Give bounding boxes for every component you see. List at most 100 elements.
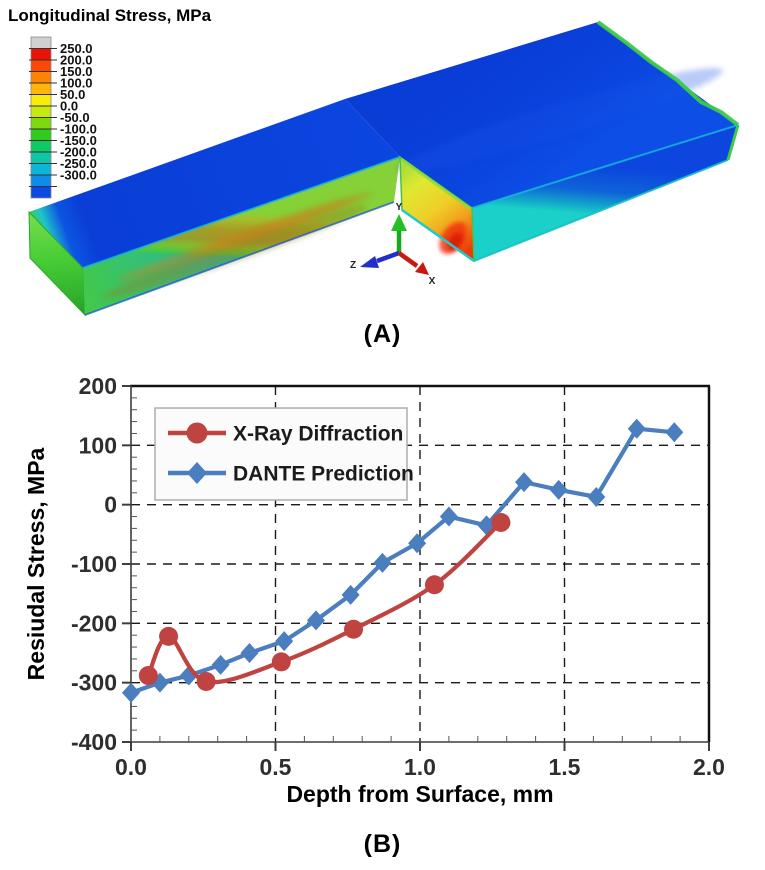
data-point-dante-prediction: [408, 533, 427, 554]
fea-contour-panel: Longitudinal Stress, MPa 250.0200.0150.0…: [8, 6, 740, 317]
data-point-x-ray-diffraction: [344, 619, 364, 639]
contour-legend-chip: [31, 186, 51, 198]
axis-triad: Y Z X: [350, 202, 436, 287]
right-front-bottom-edge: [473, 159, 729, 262]
x-axis-arrow: [397, 251, 419, 268]
legend-marker-x-ray-diffraction: [186, 422, 208, 444]
data-point-x-ray-diffraction: [196, 671, 216, 691]
right-end-green-edge: [596, 20, 740, 127]
contour-legend-value: -100.0: [60, 122, 97, 137]
right-top-light-band: [397, 67, 723, 173]
right-front-top-edge-highlight: [471, 124, 739, 209]
z-axis-arrow: [376, 250, 400, 264]
contour-legend-value: -50.0: [60, 110, 90, 125]
data-point-dante-prediction: [627, 418, 646, 439]
contour-legend-chip: [31, 140, 51, 152]
contour-legend-chip: [31, 94, 51, 106]
cut-face-hot-core: [447, 233, 463, 251]
y-tick-label: 100: [79, 432, 117, 458]
y-axis-arrowhead: [391, 214, 407, 231]
contour-legend-chip: [31, 117, 51, 129]
left-bar-top-face: [29, 99, 400, 268]
data-point-dante-prediction: [665, 422, 684, 443]
z-axis-arrowhead: [360, 256, 379, 268]
legend-label-dante-prediction: DANTE Prediction: [233, 463, 414, 486]
contour-legend: 250.0200.0150.0100.050.00.0-50.0-100.0-1…: [29, 36, 97, 199]
contour-legend-chip: [31, 60, 51, 72]
data-point-dante-prediction: [549, 479, 568, 500]
right-block-front-face: [472, 125, 738, 261]
contour-legend-value: -150.0: [60, 133, 97, 148]
data-point-dante-prediction: [211, 654, 230, 675]
y-tick-label: -100: [71, 551, 117, 577]
data-point-dante-prediction: [179, 665, 198, 686]
contour-legend-value: 150.0: [60, 64, 93, 79]
front-face-orange-streak: [184, 198, 356, 258]
contour-legend-chip: [31, 83, 51, 95]
x-tick-label: 0.5: [260, 754, 292, 780]
y-tick-label: -400: [71, 729, 117, 755]
panelA-caption: (A): [363, 320, 402, 348]
left-bar-top-edge-highlight: [82, 156, 401, 269]
data-point-dante-prediction: [275, 631, 294, 652]
contour-legend-chip: [31, 152, 51, 164]
y-tick-label: 200: [79, 373, 117, 399]
contour-legend-value: -250.0: [60, 156, 97, 171]
data-point-x-ray-diffraction: [159, 626, 179, 646]
y-tick-label: -200: [71, 610, 117, 636]
cut-face-top-rim: [400, 157, 472, 211]
data-point-dante-prediction: [341, 584, 360, 605]
front-face-olive-band-2: [102, 205, 368, 299]
x-axis-arrowhead: [415, 262, 429, 275]
data-point-dante-prediction: [477, 515, 496, 536]
x-tick-label: 1.5: [549, 754, 581, 780]
y-tick-label: -300: [71, 670, 117, 696]
triad-label-z: Z: [350, 260, 356, 271]
contour-legend-value: 50.0: [60, 87, 85, 102]
data-point-x-ray-diffraction: [491, 512, 511, 532]
y-axis-title: Resiudal Stress, MPa: [23, 447, 49, 680]
data-point-dante-prediction: [373, 552, 392, 573]
data-point-x-ray-diffraction: [424, 575, 444, 595]
contour-legend-chip: [31, 48, 51, 60]
contour-legend-chip: [31, 175, 51, 187]
triad-label-x: X: [429, 276, 436, 287]
data-point-x-ray-diffraction: [271, 652, 291, 672]
stress-model: [28, 20, 740, 317]
x-tick-label: 2.0: [693, 754, 725, 780]
x-tick-label: 0.0: [115, 754, 147, 780]
contour-legend-chip: [31, 106, 51, 118]
right-end-corner-edge: [726, 124, 740, 161]
cut-face-bottom-rim: [401, 208, 475, 263]
contour-legend-value: 200.0: [60, 53, 93, 68]
contour-legend-value: 100.0: [60, 76, 93, 91]
legend-marker-dante-prediction: [187, 462, 207, 484]
series-line-x-ray-diffraction: [146, 520, 504, 685]
contour-legend-value: -200.0: [60, 145, 97, 160]
contour-title: Longitudinal Stress, MPa: [8, 6, 212, 25]
legend-label-x-ray-diffraction: X-Ray Diffraction: [233, 423, 403, 446]
data-point-x-ray-diffraction: [138, 666, 158, 686]
y-tick-label: 0: [104, 492, 117, 518]
contour-legend-chip: [31, 71, 51, 83]
x-axis-title: Depth from Surface, mm: [286, 781, 553, 807]
panelB-caption: (B): [363, 830, 402, 858]
x-tick-label: 1.0: [404, 754, 436, 780]
triad-label-y: Y: [396, 202, 403, 213]
contour-legend-value: 250.0: [60, 41, 93, 56]
data-point-dante-prediction: [240, 643, 259, 663]
contour-legend-value: 0.0: [60, 99, 78, 114]
contour-legend-value: -300.0: [60, 168, 97, 183]
data-point-dante-prediction: [306, 610, 325, 631]
contour-legend-chip: [31, 37, 51, 49]
data-point-dante-prediction: [587, 486, 606, 507]
data-point-dante-prediction: [150, 672, 169, 693]
data-point-dante-prediction: [439, 506, 458, 527]
data-point-dante-prediction: [122, 682, 140, 703]
contour-legend-chip: [31, 129, 51, 141]
data-point-dante-prediction: [515, 472, 534, 493]
contour-legend-chip: [31, 163, 51, 175]
